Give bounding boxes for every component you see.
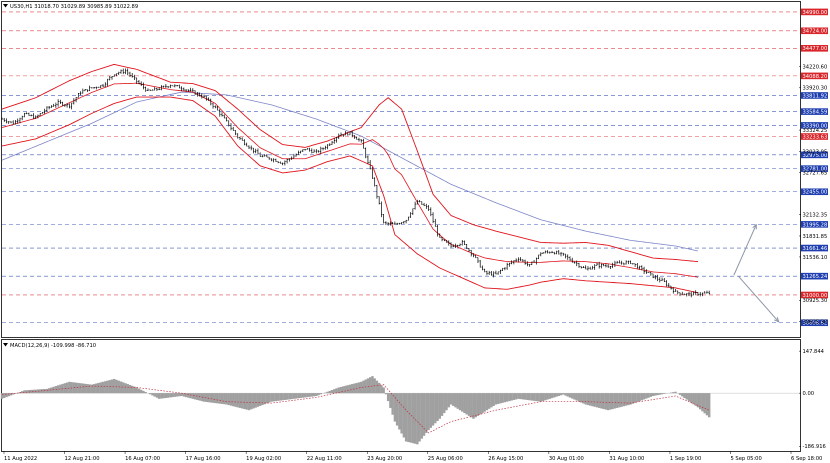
forecast-arrow-up: [733, 224, 757, 276]
macd-dropdown-icon[interactable]: [3, 343, 8, 347]
level-tag-8: [801, 151, 828, 159]
time-tick-label-6: 23 Aug 20:00: [367, 456, 402, 462]
time-tick-label-2: 16 Aug 07:00: [125, 456, 160, 462]
price-tick-label-6: 31831.85: [803, 234, 828, 240]
forecast-arrow-head-1: [774, 317, 780, 323]
main-pane-frame: [1, 1, 801, 338]
symbol-dropdown-icon[interactable]: [3, 4, 8, 8]
time-tick-label-12: 5 Sep 05:00: [730, 456, 761, 462]
price-axis: 34990.00 34724.00 34477.00 34088.20 33811.92…: [799, 8, 828, 327]
symbol-header: US30,H1 31018.70 31029.89 30985.89 31022…: [10, 4, 138, 10]
time-tick-label-11: 1 Sep 19:00: [670, 456, 701, 462]
time-tick-label-5: 22 Aug 11:00: [307, 456, 342, 462]
level-tag-6: [801, 122, 828, 129]
level-tag-2: [801, 44, 828, 52]
time-tick-label-3: 17 Aug 16:00: [186, 456, 221, 462]
level-label-15: 30608.62: [803, 321, 828, 327]
price-tick-label-9: 30625.30: [803, 319, 828, 325]
price-tick-label-0: 34220.60: [803, 64, 828, 70]
time-tick-label-0: 11 Aug 2022: [4, 456, 37, 462]
price-tick-label-7: 31536.10: [803, 255, 828, 261]
level-label-12: 31661.46: [803, 246, 828, 252]
forecast-arrow-head-0: [752, 224, 757, 230]
level-tag-0: [801, 8, 828, 16]
time-tick-label-13: 6 Sep 18:00: [791, 456, 822, 462]
macd-tick-label-1: 0.00: [803, 391, 815, 397]
level-label-3: 34088.20: [803, 74, 828, 80]
price-tick-label-8: 30925.30: [803, 298, 828, 304]
price-candles: [1, 68, 711, 298]
level-tag-10: [801, 188, 828, 196]
level-label-5: 33584.59: [803, 110, 828, 116]
time-tick-label-4: 19 Aug 02:00: [246, 456, 281, 462]
price-tick-label-5: 32132.35: [803, 213, 828, 219]
time-axis: 11 Aug 2022 12 Aug 21:00 16 Aug 07:00 17 Au…: [3, 451, 822, 462]
price-tick-label-4: 32727.65: [803, 170, 828, 176]
forecast-arrow-down: [738, 275, 780, 323]
level-tag-5: [801, 108, 828, 115]
macd-signal-line: [1, 384, 710, 434]
bollinger-lower-line: [1, 96, 699, 294]
level-label-8: 32975.00: [803, 153, 828, 159]
time-tick-label-8: 26 Aug 15:00: [488, 456, 523, 462]
level-label-14: 31000.00: [803, 293, 828, 299]
bollinger-middle-line: [1, 82, 699, 278]
level-tag-4: [801, 92, 828, 99]
level-label-9: 32781.00: [803, 167, 828, 173]
level-label-0: 34990.00: [803, 10, 828, 16]
macd-indicator: 147.844 0.00 -186.916: [0, 349, 826, 450]
level-label-7: 33233.63: [803, 134, 828, 140]
level-label-11: 31995.28: [803, 222, 828, 228]
level-label-1: 34724.00: [803, 29, 828, 35]
level-label-13: 31265.24: [803, 274, 828, 280]
level-tag-7: [801, 133, 828, 140]
time-tick-label-1: 12 Aug 21:00: [65, 456, 100, 462]
macd-tick-label-2: -186.916: [803, 444, 826, 450]
level-tag-14: [801, 291, 828, 299]
level-tag-15: [801, 319, 828, 327]
time-tick-label-9: 30 Aug 01:00: [549, 456, 584, 462]
price-tick-label-3: 33023.95: [803, 149, 828, 155]
price-tick-label-1: 33920.30: [803, 86, 828, 92]
level-tag-9: [801, 165, 828, 172]
level-tag-13: [801, 272, 828, 280]
level-tag-1: [801, 27, 828, 35]
forecast-arrows: [733, 224, 780, 323]
level-tag-11: [801, 221, 828, 228]
price-tick-label-2: 33324.25: [803, 128, 828, 134]
macd-tick-label-0: 147.844: [803, 349, 825, 355]
time-tick-label-7: 25 Aug 06:00: [428, 456, 463, 462]
level-label-4: 33811.92: [803, 93, 828, 99]
level-tag-3: [801, 72, 828, 80]
level-tag-12: [801, 244, 828, 252]
macd-header: MACD(12,26,9) -109.998 -86.710: [10, 343, 96, 349]
time-tick-label-10: 31 Aug 10:00: [609, 456, 644, 462]
level-label-10: 32455.00: [803, 190, 828, 196]
level-label-2: 34477.00: [803, 46, 828, 52]
level-label-6: 33390.00: [803, 123, 828, 129]
